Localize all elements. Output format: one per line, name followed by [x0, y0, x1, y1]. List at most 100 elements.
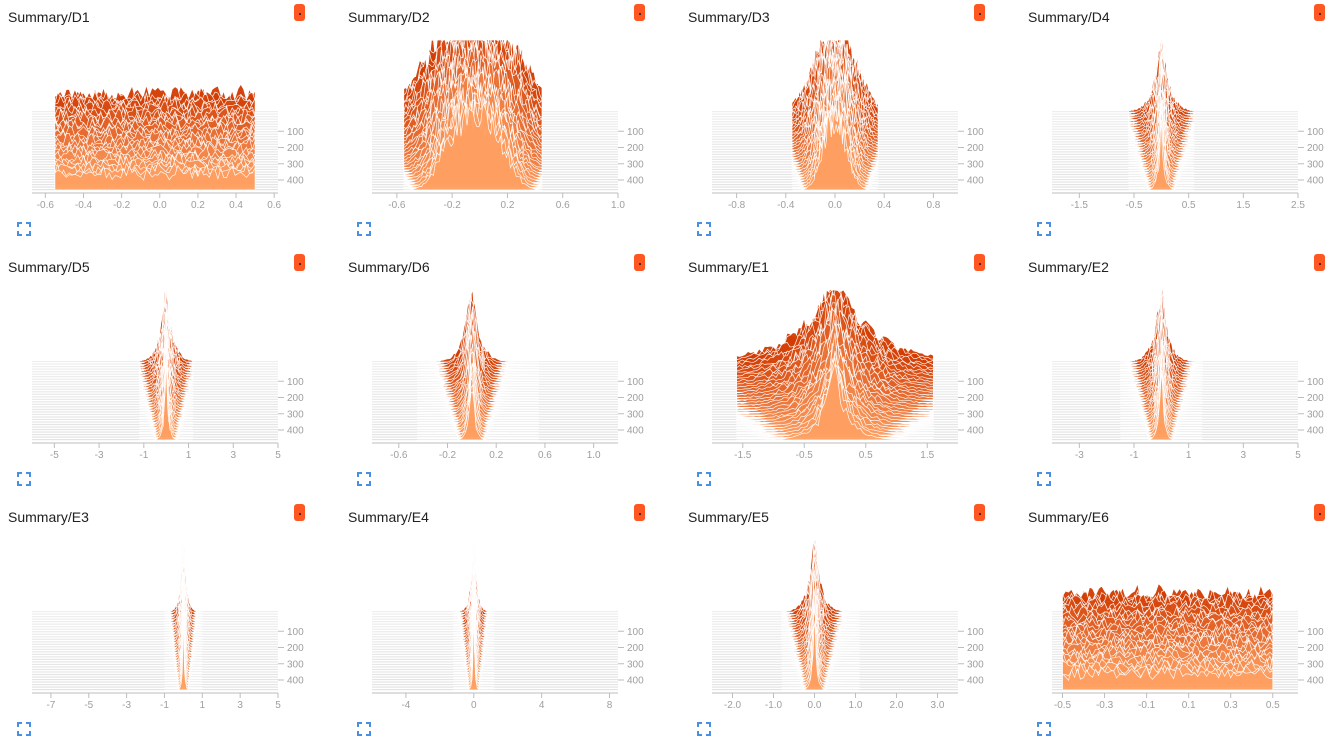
step-tick-label: 400 [627, 176, 644, 187]
step-tick-label: 200 [1307, 643, 1324, 654]
expand-icon[interactable] [357, 722, 371, 736]
caret-badge-icon[interactable] [974, 504, 985, 521]
histogram-ridge [781, 582, 860, 653]
step-tick-label: 100 [627, 627, 644, 638]
ridge-baseline [372, 676, 618, 678]
expand-icon[interactable] [17, 222, 31, 236]
x-tick-label: 0.0 [153, 200, 167, 211]
x-tick-label: 8 [607, 700, 613, 711]
ridge-baseline [32, 646, 278, 648]
histogram-ridge [781, 588, 860, 666]
step-tick-label: 400 [1307, 426, 1324, 437]
ridge-baseline [32, 621, 278, 623]
step-tick-label: 300 [967, 409, 984, 420]
ridge-baseline [372, 613, 618, 615]
x-tick-label: 0.5 [1266, 700, 1280, 711]
caret-badge-icon[interactable] [634, 254, 645, 271]
histogram-ridge [403, 102, 543, 191]
histogram-ridge [417, 384, 539, 438]
x-tick-label: -0.4 [75, 200, 93, 211]
histogram-ridge [417, 350, 539, 423]
ridge-baseline [32, 626, 278, 628]
x-tick-label: -0.2 [444, 200, 462, 211]
caret-badge-icon[interactable] [294, 4, 305, 21]
ridge-baseline [32, 651, 278, 653]
ridge-baseline [712, 689, 958, 691]
histogram-ridge [1128, 119, 1195, 191]
step-tick-label: 200 [287, 143, 304, 154]
caret-badge-icon[interactable] [294, 254, 305, 271]
x-tick-label: -2.0 [724, 700, 742, 711]
expand-icon[interactable] [357, 222, 371, 236]
expand-icon[interactable] [1037, 722, 1051, 736]
baseline-group [372, 611, 618, 691]
ridge-baseline [372, 666, 618, 668]
caret-badge-icon[interactable] [634, 4, 645, 21]
x-tick-label: -1.5 [1071, 200, 1089, 211]
ridge-baseline [372, 646, 618, 648]
ridge-baseline [372, 661, 618, 663]
caret-badge-icon[interactable] [1314, 4, 1325, 21]
ridge-baseline [372, 623, 618, 625]
expand-icon[interactable] [1037, 472, 1051, 486]
ridge-group [416, 289, 539, 441]
histogram-ridge [453, 614, 495, 691]
ridge-baseline [372, 633, 618, 635]
x-tick-label: 1.0 [611, 200, 625, 211]
x-tick-label: -1.0 [765, 700, 783, 711]
expand-icon[interactable] [697, 472, 711, 486]
step-tick-label: 300 [627, 159, 644, 170]
x-tick-label: 0.5 [1182, 200, 1196, 211]
x-tick-label: 0.4 [877, 200, 891, 211]
x-tick-label: -0.5 [796, 450, 814, 461]
x-tick-label: -0.6 [390, 450, 408, 461]
ridge-baseline [372, 668, 618, 671]
caret-badge-icon[interactable] [1314, 504, 1325, 521]
expand-icon[interactable] [357, 472, 371, 486]
ridge-group [403, 38, 543, 191]
chart-card: Summary/E3 -7 -5 -3 -1 1 3 5 100 200 300 400 [0, 500, 340, 750]
ridge-group [54, 83, 256, 191]
caret-badge-icon[interactable] [974, 254, 985, 271]
chart-card: Summary/D6 -0.6 -0.2 0.2 0.6 1.0 100 200 300 400 [340, 250, 680, 500]
histogram-ridge [781, 589, 860, 668]
x-tick-label: 0.3 [1224, 700, 1238, 711]
ridgeline-plot: -0.8 -0.4 0.0 0.4 0.8 100 200 300 400 [712, 38, 984, 211]
step-tick-label: 200 [627, 143, 644, 154]
expand-icon[interactable] [697, 222, 711, 236]
histogram-ridge [417, 351, 539, 421]
ridge-baseline [372, 626, 618, 628]
chart-title: Summary/E6 [1028, 509, 1109, 525]
expand-icon[interactable] [17, 472, 31, 486]
step-tick-label: 100 [967, 377, 984, 388]
histogram-ridge [1062, 665, 1274, 691]
chart-title: Summary/E1 [688, 259, 769, 275]
step-tick-label: 300 [287, 409, 304, 420]
x-tick-label: -0.6 [388, 200, 406, 211]
chart-card: Summary/D3 -0.8 -0.4 0.0 0.4 0.8 100 200 300 400 [680, 0, 1020, 250]
x-tick-label: 0.6 [267, 200, 281, 211]
expand-icon[interactable] [17, 722, 31, 736]
caret-badge-icon[interactable] [294, 504, 305, 521]
ridge-baseline [32, 653, 278, 655]
expand-icon[interactable] [697, 722, 711, 736]
caret-badge-icon[interactable] [634, 504, 645, 521]
ridge-baseline [372, 636, 618, 638]
expand-icon[interactable] [1037, 222, 1051, 236]
step-tick-label: 100 [1307, 127, 1324, 138]
histogram-ridge [417, 300, 539, 368]
x-tick-label: 0 [471, 700, 477, 711]
ridge-baseline [32, 618, 278, 620]
histogram-ridge [781, 600, 860, 663]
caret-badge-icon[interactable] [974, 4, 985, 21]
step-tick-label: 400 [967, 426, 984, 437]
ridge-baseline [372, 616, 618, 618]
caret-badge-icon[interactable] [1314, 254, 1325, 271]
x-tick-label: 0.2 [489, 450, 503, 461]
ridge-baseline [32, 633, 278, 635]
ridge-baseline [372, 683, 618, 686]
histogram-ridge [781, 579, 860, 661]
ridge-baseline [372, 658, 618, 661]
step-tick-label: 400 [967, 676, 984, 687]
x-tick-label: -0.1 [1138, 700, 1156, 711]
